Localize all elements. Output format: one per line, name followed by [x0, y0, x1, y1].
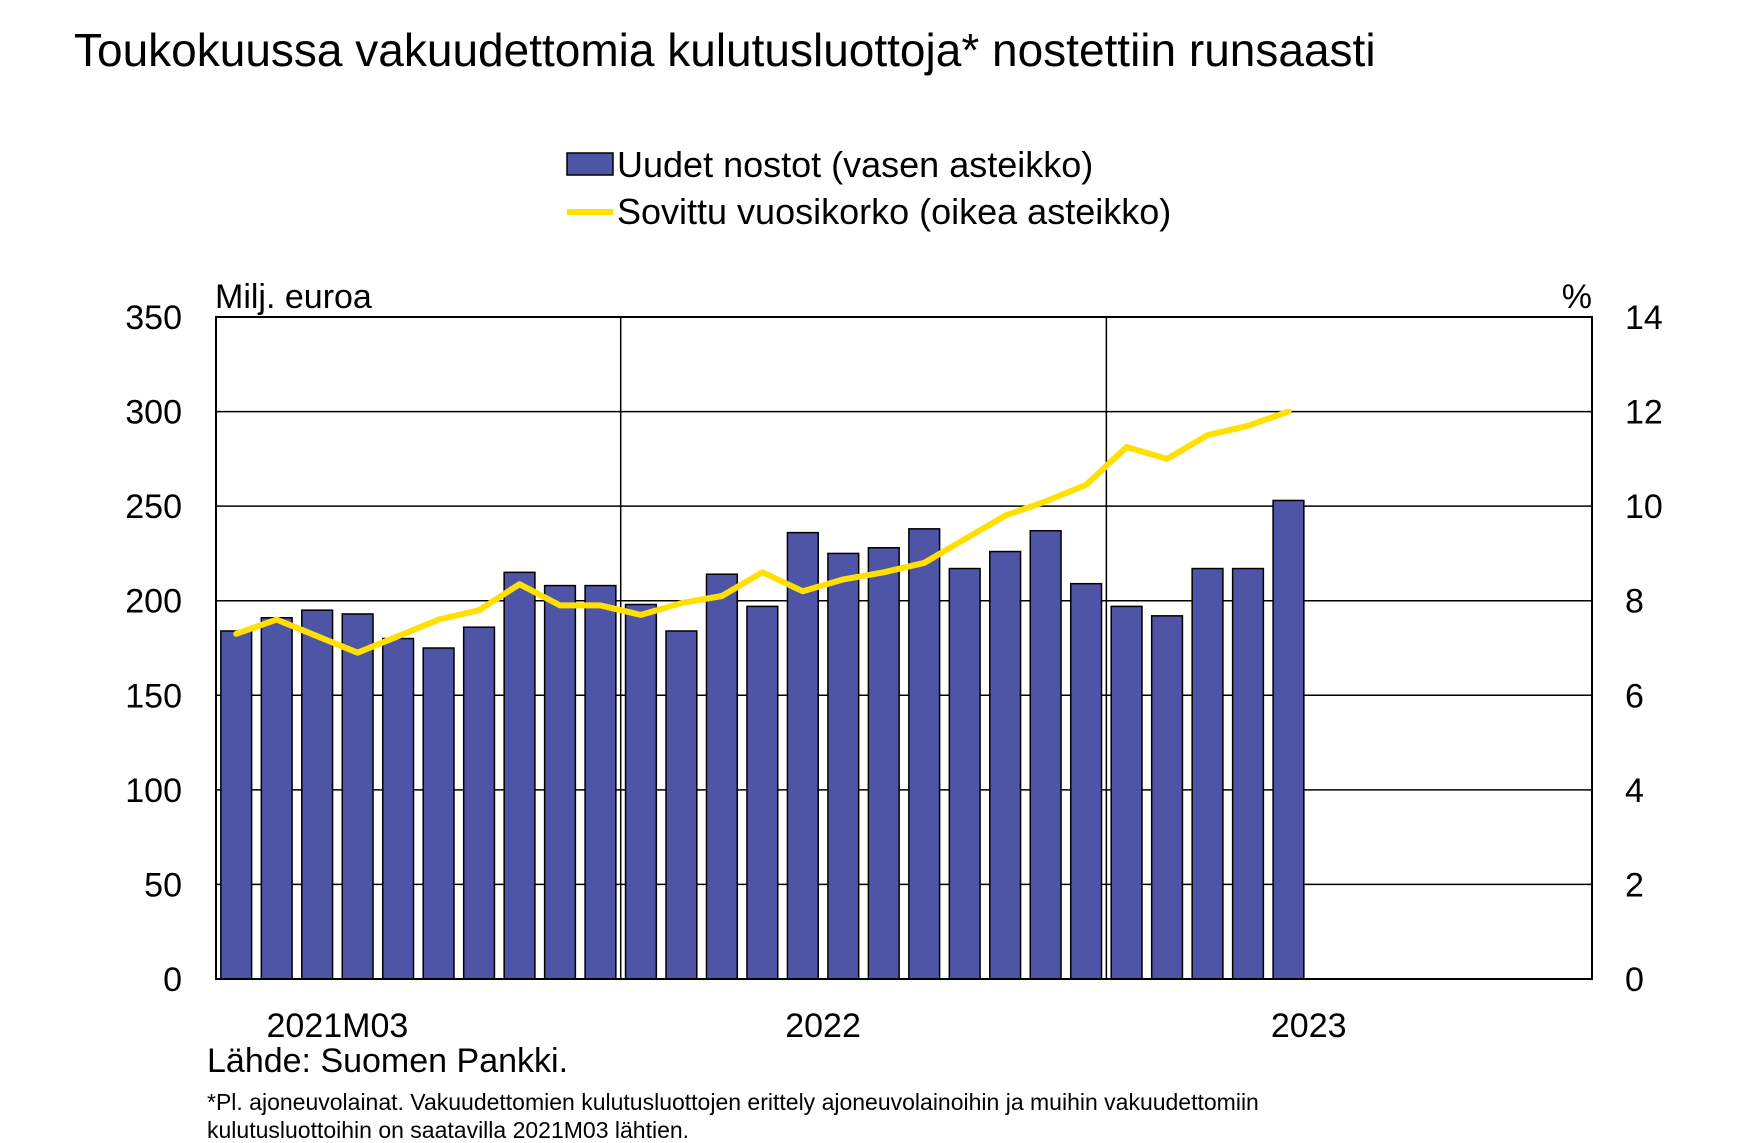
legend: Uudet nostot (vasen asteikko) Sovittu vu…	[566, 144, 1171, 232]
bar	[1272, 499, 1305, 980]
bar	[1150, 615, 1184, 980]
bar	[584, 584, 617, 980]
left-tick-label: 50	[144, 866, 182, 904]
bar	[301, 609, 334, 980]
left-tick-label: 250	[125, 488, 182, 526]
right-axis-unit: %	[1562, 278, 1592, 316]
left-axis-unit: Milj. euroa	[215, 278, 372, 316]
left-tick-label: 300	[125, 394, 182, 432]
bar	[422, 647, 455, 980]
plot-border	[215, 316, 1593, 980]
bar	[543, 584, 577, 980]
right-tick-label: 8	[1625, 583, 1644, 621]
x-tick-label: 2022	[785, 1007, 861, 1045]
left-tick-label: 100	[125, 772, 182, 810]
line-series	[233, 408, 1292, 656]
bar	[1029, 529, 1062, 980]
left-tick-label: 0	[163, 961, 182, 999]
grid	[216, 316, 1592, 980]
legend-bar-swatch	[566, 152, 614, 176]
bar	[381, 637, 415, 980]
right-tick-label: 6	[1625, 677, 1644, 715]
bar	[867, 547, 900, 980]
bar	[827, 552, 860, 980]
bar	[462, 626, 496, 980]
legend-line-label: Sovittu vuosikorko (oikea asteikko)	[617, 191, 1171, 232]
chart-title: Toukokuussa vakuudettomia kulutusluottoj…	[74, 24, 1376, 76]
bar	[624, 603, 658, 980]
right-tick-label: 2	[1625, 866, 1644, 904]
interest-rate-line	[233, 408, 1292, 656]
bar	[786, 531, 819, 980]
bar	[341, 613, 374, 980]
left-tick-label: 350	[125, 299, 182, 337]
left-tick-label: 200	[125, 583, 182, 621]
note-line-1: *Pl. ajoneuvolainat. Vakuudettomien kulu…	[207, 1089, 1259, 1115]
bar	[705, 573, 739, 980]
bar	[503, 571, 536, 980]
right-tick-label: 10	[1625, 488, 1663, 526]
bar	[220, 630, 253, 980]
x-tick-label: 2021M03	[267, 1007, 409, 1045]
bar	[989, 550, 1022, 980]
bar	[1069, 582, 1103, 980]
left-tick-label: 150	[125, 677, 182, 715]
right-tick-label: 12	[1625, 394, 1663, 432]
bar	[948, 567, 981, 980]
plot-frame	[215, 316, 1593, 980]
bar	[260, 616, 293, 980]
legend-bar-label: Uudet nostot (vasen asteikko)	[617, 144, 1093, 185]
right-tick-label: 0	[1625, 961, 1644, 999]
bar-series	[220, 499, 1305, 980]
source-text: Lähde: Suomen Pankki.	[207, 1042, 568, 1080]
bar	[908, 528, 941, 980]
axis-ticks: 0 50 100 150 200 250 300 350 0 2 4 6 8 10 12 14 2021M03 2…	[125, 299, 1663, 1045]
bar	[665, 630, 698, 980]
bar	[1231, 567, 1265, 980]
x-tick-label: 2023	[1271, 1007, 1347, 1045]
bar	[746, 605, 779, 980]
bar	[1110, 605, 1143, 980]
note-line-2: kulutusluottoihin on saatavilla 2021M03 …	[207, 1117, 689, 1143]
right-tick-label: 4	[1625, 772, 1644, 810]
bar	[1191, 567, 1224, 980]
right-tick-label: 14	[1625, 299, 1663, 337]
